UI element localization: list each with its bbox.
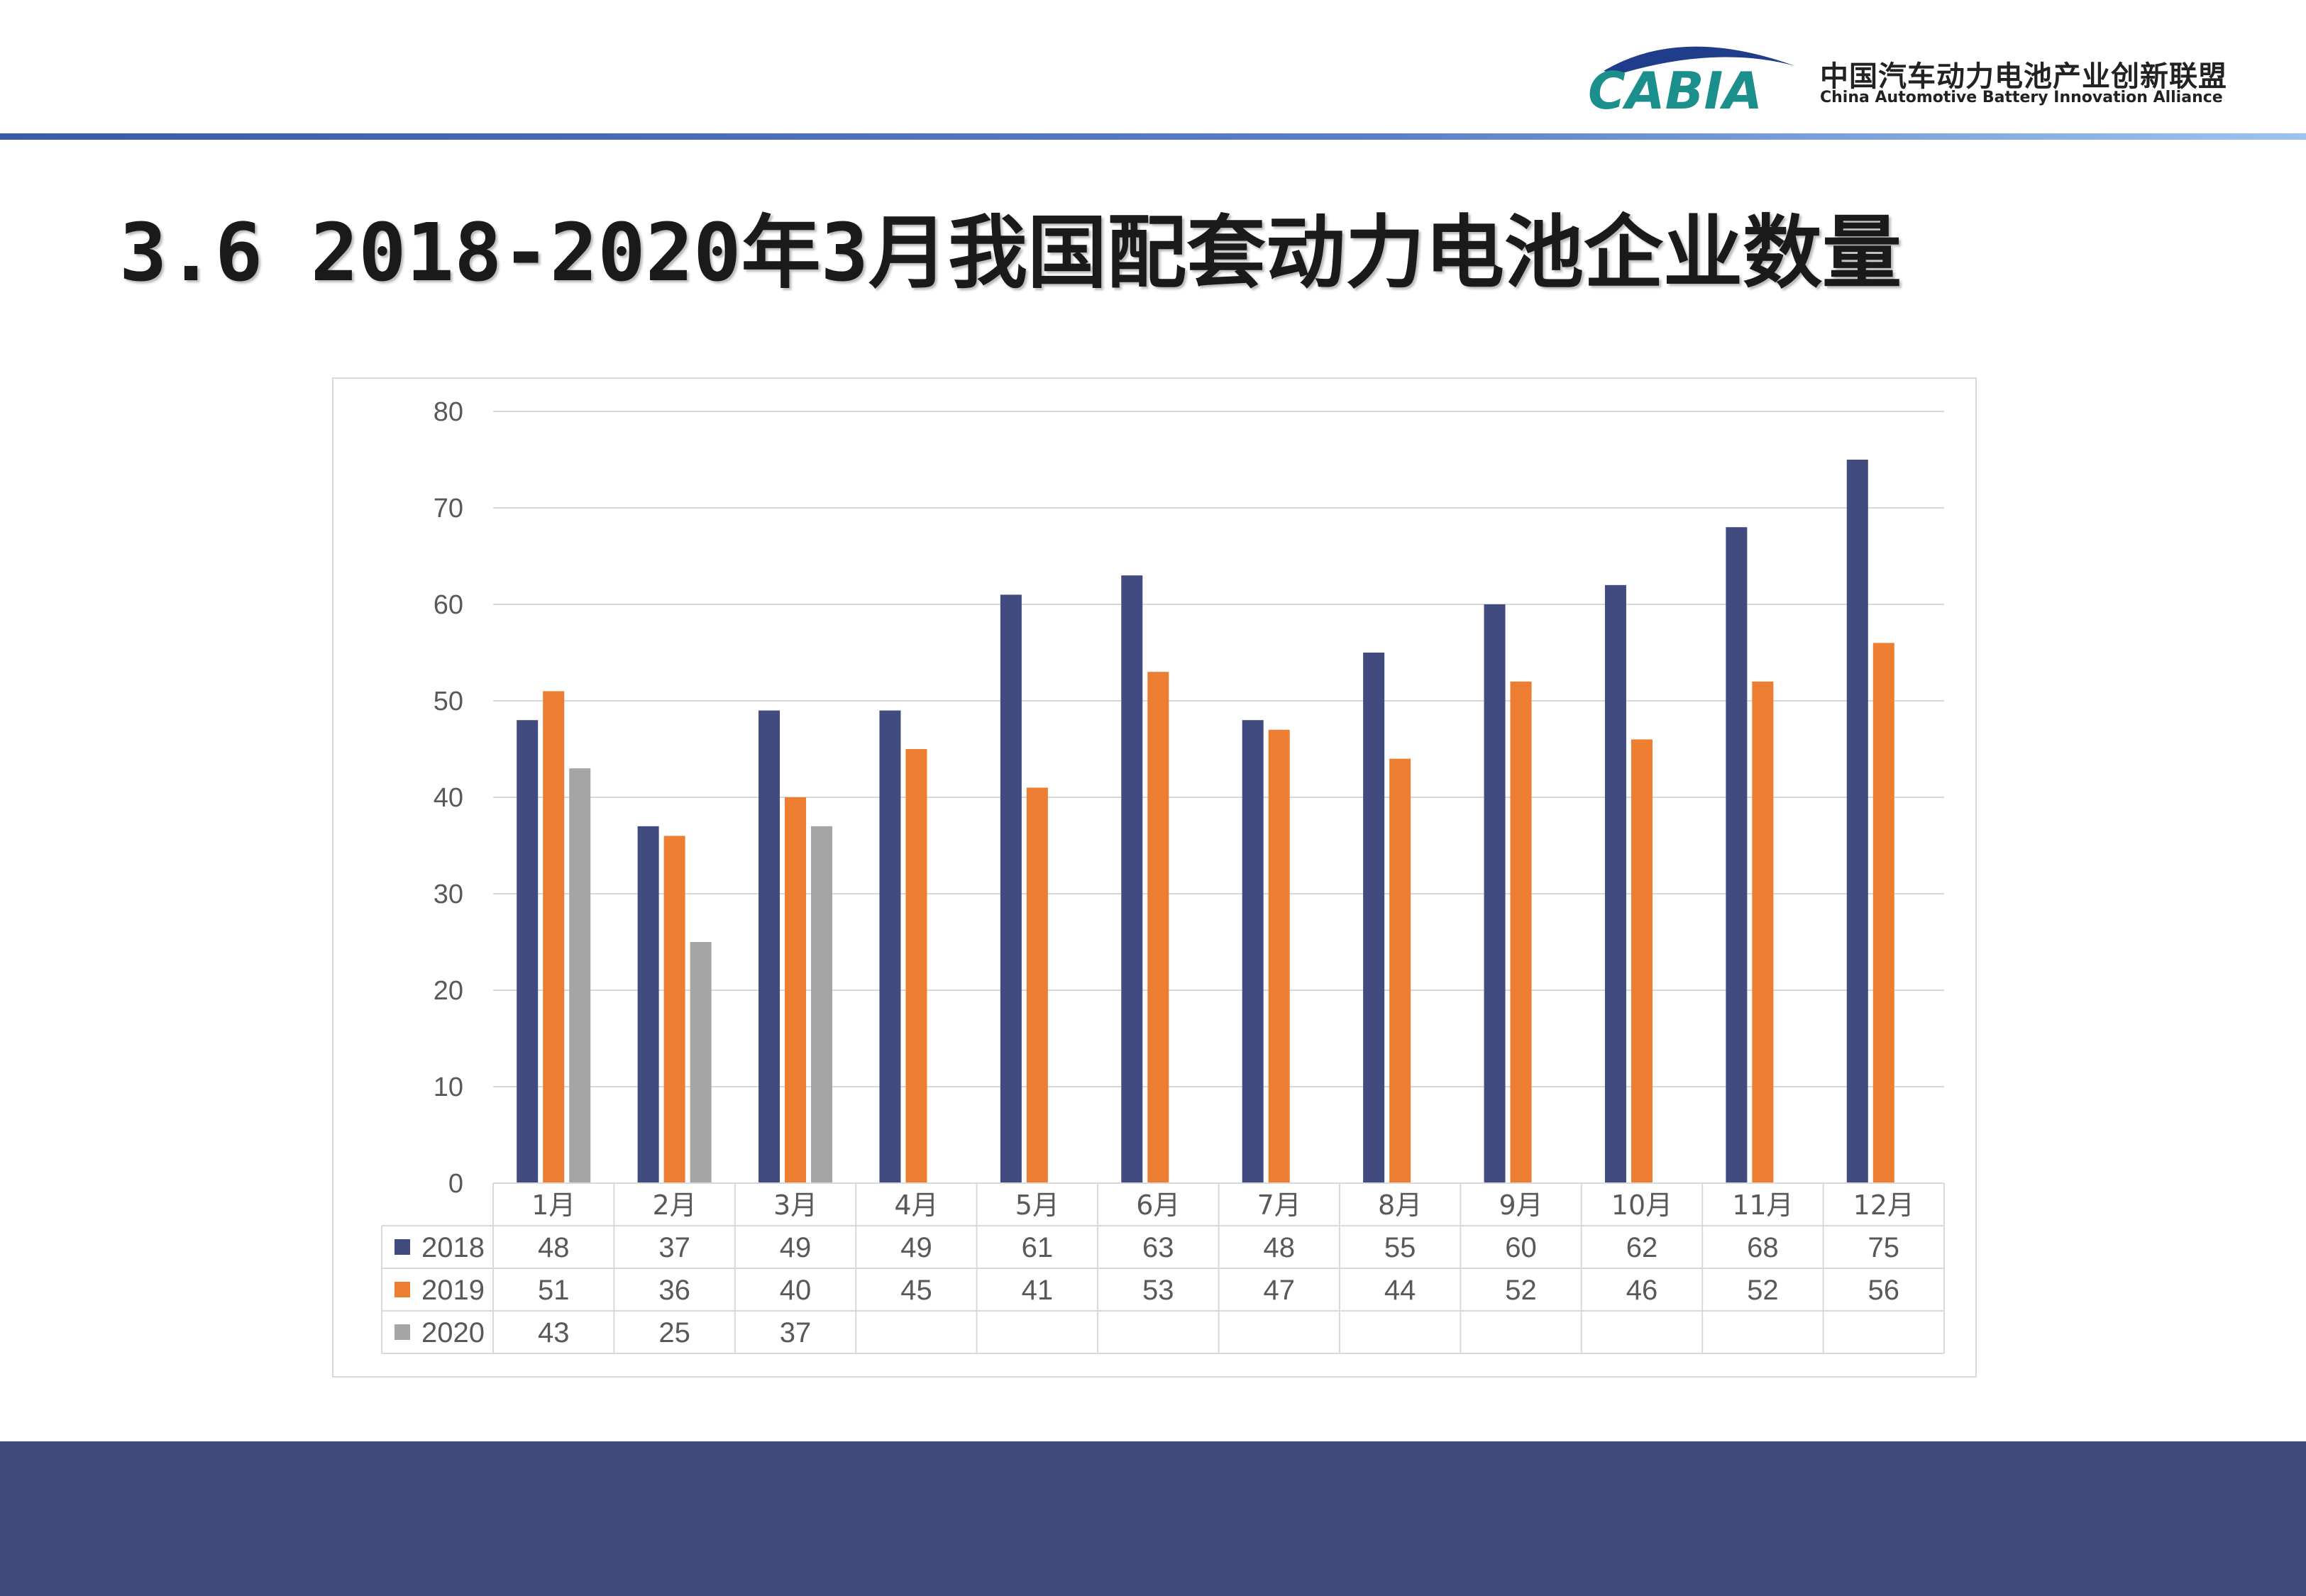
table-value: 40 [780,1275,812,1306]
bar-2019 [1631,739,1653,1183]
x-category-label: 4月 [894,1190,938,1221]
x-category-label: 6月 [1136,1190,1180,1221]
bar-chart: 0 10 20 30 40 50 60 70 80 1月 2月 3月 4月 5月 6月 7月 8月 9月 10月 11… [381,397,1945,1354]
cabia-logo-icon: CABIA [1588,46,1795,117]
bar-2018 [1000,594,1022,1183]
legend-label: 2020 [421,1317,485,1348]
legend-key-2020 [395,1324,410,1340]
x-category-label: 12月 [1853,1190,1914,1221]
logo-text: CABIA [1588,61,1762,117]
org-name-cn: 中国汽车动力电池产业创新联盟 [1820,60,2227,93]
legend-key-2019 [395,1282,410,1297]
table-value: 68 [1747,1232,1779,1263]
bar-2018 [1846,460,1868,1183]
cabia-logo: CABIA 中国汽车动力电池产业创新联盟 China Automotive Ba… [1575,32,2227,117]
bar-2018 [517,720,539,1183]
x-category-label: 7月 [1257,1190,1301,1221]
bar-2018 [1726,527,1748,1183]
table-value: 62 [1626,1232,1658,1263]
bar-2018 [1363,653,1385,1183]
y-tick-label: 80 [434,397,463,427]
table-value: 48 [538,1232,570,1263]
bar-2019 [1872,643,1894,1183]
table-value: 56 [1868,1275,1900,1306]
x-category-label: 11月 [1732,1190,1793,1221]
y-tick-label: 0 [448,1169,463,1199]
bar-2019 [905,749,927,1183]
bar-2019 [1510,681,1532,1183]
y-tick-label: 70 [434,494,463,523]
bar-2018 [758,710,780,1183]
table-value: 25 [658,1317,690,1348]
y-tick-label: 60 [434,590,463,620]
bar-2019 [1147,672,1169,1183]
table-value: 44 [1384,1275,1416,1306]
bar-2019 [543,691,565,1183]
bar-2019 [1389,758,1411,1183]
y-tick-label: 40 [434,783,463,813]
bar-2019 [1268,729,1290,1183]
bar-2018 [1242,720,1264,1183]
bar-2020 [569,768,591,1183]
table-value: 49 [900,1232,932,1263]
table-value: 51 [538,1275,570,1306]
legend-label: 2019 [421,1275,485,1306]
legend-label: 2018 [421,1232,485,1263]
y-tick-label: 30 [434,880,463,909]
table-value: 36 [658,1275,690,1306]
table-value: 52 [1505,1275,1537,1306]
table-value: 41 [1022,1275,1054,1306]
table-value: 47 [1263,1275,1295,1306]
page-title: 3.6 2018-2020年3月我国配套动力电池企业数量 [119,207,1902,299]
table-value: 45 [900,1275,932,1306]
bar-2019 [663,836,685,1183]
bar-2018 [1121,575,1143,1183]
x-category-label: 5月 [1015,1190,1059,1221]
legend-key-2018 [395,1239,410,1255]
table-value: 55 [1384,1232,1416,1263]
x-category-label: 8月 [1378,1190,1422,1221]
bar-2020 [690,942,712,1183]
table-value: 37 [658,1232,690,1263]
x-category-label: 2月 [653,1190,697,1221]
x-category-label: 3月 [773,1190,817,1221]
x-category-label: 1月 [531,1190,575,1221]
bar-2019 [785,797,807,1183]
table-value: 49 [780,1232,812,1263]
chart-container: 0 10 20 30 40 50 60 70 80 1月 2月 3月 4月 5月 6月 7月 8月 9月 10月 11… [332,377,1977,1378]
table-value: 48 [1263,1232,1295,1263]
table-value: 60 [1505,1232,1537,1263]
x-category-label: 10月 [1611,1190,1672,1221]
bar-2018 [1484,604,1506,1183]
bar-2018 [1604,584,1626,1183]
table-value: 61 [1022,1232,1054,1263]
bar-2018 [637,826,659,1183]
y-tick-label: 10 [434,1073,463,1102]
table-value: 63 [1142,1232,1174,1263]
x-category-label: 9月 [1499,1190,1543,1221]
y-tick-label: 50 [434,687,463,716]
table-value: 46 [1626,1275,1658,1306]
footer-band [0,1441,2306,1596]
bar-2018 [879,710,901,1183]
org-name-en: China Automotive Battery Innovation Alli… [1820,89,2223,106]
table-value: 75 [1868,1232,1900,1263]
bar-2019 [1752,681,1774,1183]
table-value: 52 [1747,1275,1779,1306]
table-value: 43 [538,1317,570,1348]
header-divider [0,133,2306,140]
table-value: 53 [1142,1275,1174,1306]
table-value: 37 [780,1317,812,1348]
bar-2020 [811,826,833,1183]
bar-2019 [1026,787,1048,1183]
y-tick-label: 20 [434,976,463,1006]
